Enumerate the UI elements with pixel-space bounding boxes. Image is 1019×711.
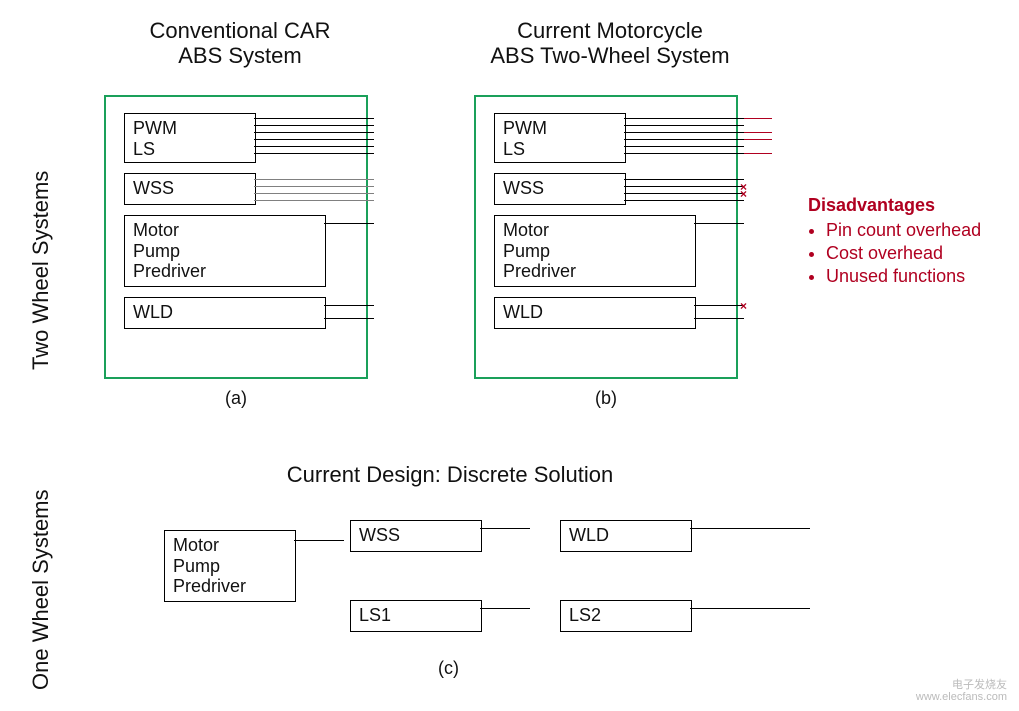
panel-b-wss-pin [624, 200, 744, 201]
caption-c: (c) [438, 658, 459, 679]
panel-a-pwm-pin [254, 153, 374, 154]
title-a: Conventional CAR ABS System [120, 18, 360, 69]
panel-b-unused-pin [744, 139, 772, 140]
panel-a-motor-pin [324, 223, 374, 224]
watermark-line2: www.elecfans.com [916, 691, 1007, 703]
watermark-line1: 电子发烧友 [916, 679, 1007, 691]
red-x-icon: × [740, 300, 747, 312]
disadvantage-item: Cost overhead [826, 243, 981, 264]
panel-b-pwm-pin [624, 132, 744, 133]
panel-a-pwm-pin [254, 132, 374, 133]
panel-c-pin [480, 528, 530, 529]
caption-a: (a) [225, 388, 247, 409]
panel-b-wss: WSS [494, 173, 626, 205]
panel-a-wld-pin [324, 318, 374, 319]
disadvantages-block: Disadvantages Pin count overhead Cost ov… [808, 195, 981, 289]
panel-b-unused-pin [744, 153, 772, 154]
panel-c-pin [480, 608, 530, 609]
panel-c-ls1: LS1 [350, 600, 482, 632]
panel-a-pwm-pin [254, 125, 374, 126]
panel-a-wss-pin [254, 186, 374, 187]
panel-b-unused-pin [744, 118, 772, 119]
panel-c-pin [690, 528, 810, 529]
panel-b-pwm-ls: PWM LS [494, 113, 626, 163]
panel-b-pwm-pin [624, 125, 744, 126]
panel-c-motor-pump-predriver: Motor Pump Predriver [164, 530, 296, 602]
panel-b-unused-pin [744, 132, 772, 133]
panel-b-wss-pin [624, 179, 744, 180]
disadvantage-item: Unused functions [826, 266, 981, 287]
side-label-one-wheel: One Wheel Systems [28, 489, 54, 690]
panel-c-wss: WSS [350, 520, 482, 552]
side-label-two-wheel: Two Wheel Systems [28, 171, 54, 370]
panel-c-ls2: LS2 [560, 600, 692, 632]
panel-a-pwm-ls: PWM LS [124, 113, 256, 163]
panel-a-pwm-pin [254, 139, 374, 140]
title-b: Current Motorcycle ABS Two-Wheel System [470, 18, 750, 69]
title-c: Current Design: Discrete Solution [260, 462, 640, 487]
panel-a-wss-pin [254, 193, 374, 194]
panel-c-wld: WLD [560, 520, 692, 552]
watermark: 电子发烧友 www.elecfans.com [916, 679, 1007, 703]
panel-c-pin [690, 608, 810, 609]
panel-c-pin [294, 540, 344, 541]
disadvantage-item: Pin count overhead [826, 220, 981, 241]
panel-b-wld: WLD [494, 297, 696, 329]
panel-b-wld-pin [694, 318, 744, 319]
panel-b-wss-pin [624, 186, 744, 187]
red-x-icon: × [740, 188, 747, 200]
panel-a-wss-pin [254, 179, 374, 180]
disadvantages-heading: Disadvantages [808, 195, 981, 216]
panel-b-wss-pin [624, 193, 744, 194]
panel-a-wld: WLD [124, 297, 326, 329]
caption-b: (b) [595, 388, 617, 409]
panel-b-pwm-pin [624, 153, 744, 154]
panel-b-motor-pin [694, 223, 744, 224]
panel-b-wld-pin [694, 305, 744, 306]
panel-b-motor-pump-predriver: Motor Pump Predriver [494, 215, 696, 287]
panel-b-pwm-pin [624, 118, 744, 119]
panel-a-pwm-pin [254, 118, 374, 119]
panel-a-wld-pin [324, 305, 374, 306]
panel-b-pwm-pin [624, 139, 744, 140]
panel-a-pwm-pin [254, 146, 374, 147]
panel-a-wss-pin [254, 200, 374, 201]
panel-a-wss: WSS [124, 173, 256, 205]
panel-b-pwm-pin [624, 146, 744, 147]
panel-a-motor-pump-predriver: Motor Pump Predriver [124, 215, 326, 287]
